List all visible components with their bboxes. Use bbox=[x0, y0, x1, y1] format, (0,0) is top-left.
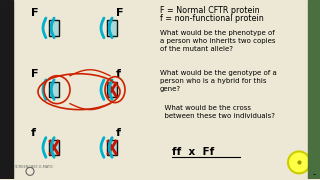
Text: -: - bbox=[313, 170, 316, 179]
Bar bbox=[49, 140, 60, 155]
Text: F = Normal CFTR protein: F = Normal CFTR protein bbox=[160, 6, 260, 15]
Bar bbox=[107, 20, 117, 36]
Bar bbox=[107, 82, 117, 97]
Text: SCREENCAST-O-MATIC: SCREENCAST-O-MATIC bbox=[15, 165, 54, 169]
Bar bbox=[308, 0, 320, 179]
Bar bbox=[49, 20, 60, 36]
Text: F: F bbox=[31, 69, 38, 79]
Circle shape bbox=[288, 151, 310, 173]
Text: ff  x  Ff: ff x Ff bbox=[172, 147, 214, 158]
Text: f = non-functional protein: f = non-functional protein bbox=[160, 14, 264, 23]
Text: What would be the cross
  between these two individuals?: What would be the cross between these tw… bbox=[160, 105, 275, 119]
Text: F: F bbox=[116, 8, 124, 18]
Text: What would be the genotype of a
person who is a hybrid for this
gene?: What would be the genotype of a person w… bbox=[160, 70, 277, 92]
Bar bbox=[107, 140, 117, 155]
Text: f: f bbox=[116, 127, 121, 138]
Text: f: f bbox=[31, 127, 36, 138]
Bar bbox=[49, 82, 60, 97]
Text: f: f bbox=[116, 69, 121, 79]
Text: What would be the phenotype of
a person who inherits two copies
of the mutant al: What would be the phenotype of a person … bbox=[160, 30, 276, 52]
Bar bbox=[0, 0, 13, 179]
Text: F: F bbox=[31, 8, 38, 18]
